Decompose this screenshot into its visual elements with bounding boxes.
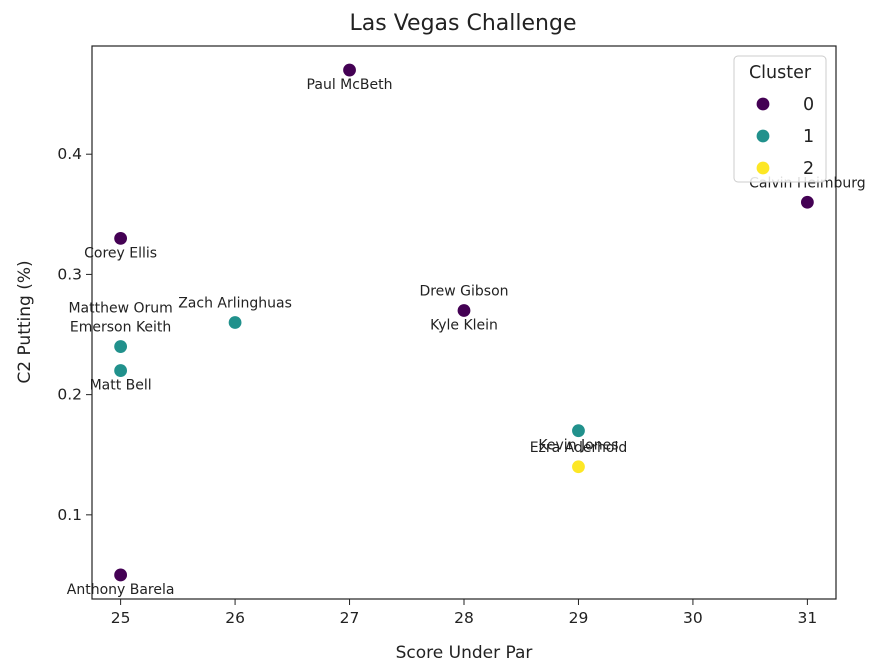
- data-point: [113, 567, 129, 583]
- data-point: [570, 459, 587, 475]
- point-label: Kevin Jones: [538, 438, 618, 454]
- legend: Cluster 0 1 2: [733, 55, 827, 183]
- point-label: Zach Arlinghuas: [178, 296, 292, 312]
- legend-marker: [755, 128, 771, 144]
- legend-entry-label: 0: [803, 95, 814, 115]
- data-point: [113, 338, 129, 355]
- x-tick-label: 28: [454, 609, 474, 627]
- legend-marker: [755, 96, 771, 112]
- x-tick-label: 25: [111, 609, 131, 627]
- point-label: Drew Gibson: [419, 283, 508, 299]
- point-label: Matt Bell: [90, 378, 152, 394]
- legend-entry-label: 2: [803, 159, 814, 179]
- point-label: Matthew Orum: [68, 301, 172, 317]
- y-tick-label: 0.2: [57, 386, 82, 404]
- x-axis-label: Score Under Par: [396, 643, 533, 663]
- point-label: Anthony Barela: [67, 582, 175, 598]
- data-point: [113, 362, 129, 379]
- x-tick-label: 31: [798, 609, 818, 627]
- x-tick-label: 30: [683, 609, 703, 627]
- legend-title: Cluster: [749, 63, 812, 83]
- point-label: Kyle Klein: [430, 317, 498, 333]
- x-tick-label: 29: [569, 609, 589, 627]
- point-label: Ezra Aderhold: [530, 440, 628, 456]
- data-point: [341, 62, 358, 78]
- data-point: [799, 194, 815, 210]
- chart-title: Las Vegas Challenge: [350, 11, 577, 36]
- data-point: [113, 230, 129, 246]
- legend-entry-label: 1: [803, 127, 814, 147]
- data-point: [227, 314, 243, 331]
- legend-box: [733, 55, 827, 183]
- point-label: Corey Ellis: [84, 245, 157, 261]
- point-label: Paul McBeth: [307, 77, 393, 93]
- y-tick-label: 0.1: [57, 506, 82, 524]
- y-axis-label: C2 Putting (%): [15, 260, 35, 383]
- legend-marker: [755, 160, 771, 176]
- x-tick-label: 27: [340, 609, 360, 627]
- plot-frame: [91, 45, 837, 600]
- y-tick-label: 0.3: [57, 265, 82, 283]
- data-point: [456, 302, 472, 319]
- x-tick-label: 26: [225, 609, 245, 627]
- point-label: Emerson Keith: [70, 320, 171, 336]
- y-tick-label: 0.4: [57, 145, 82, 163]
- data-point: [570, 423, 587, 439]
